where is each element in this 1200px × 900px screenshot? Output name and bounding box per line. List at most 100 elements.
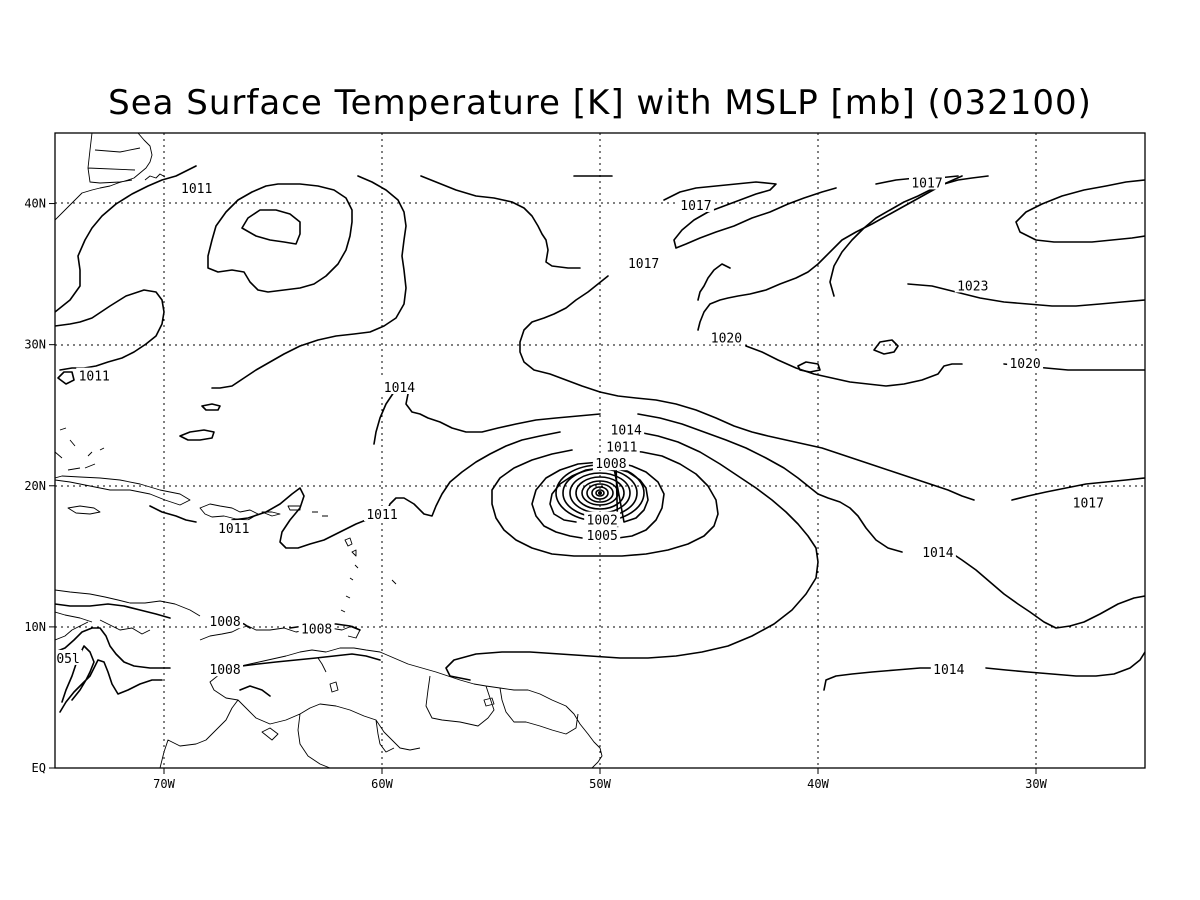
core-ring-7 — [591, 486, 609, 500]
contour-label: 1017 — [625, 254, 662, 272]
contour-label: 1002 — [584, 511, 621, 529]
contour-label: 1014 — [919, 544, 956, 561]
contour-label: 1011 — [364, 506, 400, 523]
contour-label-background — [625, 254, 662, 270]
axes: 70W 60W 50W 40W 30W EQ 10N 20N 30N 40N — [24, 197, 1047, 791]
contour-label-text: 1008 — [595, 457, 626, 472]
contour-label-background — [298, 620, 335, 636]
contour-label: 1017 — [909, 174, 945, 191]
contour-label: 05l — [54, 649, 83, 667]
contour-label-text: 1011 — [218, 522, 249, 537]
contour-label-background — [608, 421, 645, 437]
y-tick-label: EQ — [32, 761, 46, 775]
contour-label: 1017 — [1070, 494, 1107, 512]
contour-label: 1005 — [584, 527, 621, 544]
y-tick-label: 10N — [24, 620, 46, 634]
coastline-florida-bahamas — [55, 427, 105, 471]
y-tick-label: 30N — [24, 338, 46, 352]
contour-label: 1023 — [954, 277, 991, 294]
contour-label-background — [930, 661, 967, 677]
contour-label: 1014 — [930, 661, 967, 678]
contour-label-background — [584, 511, 621, 527]
contour-label-text: 1011 — [79, 370, 110, 385]
coastline-lakes — [261, 681, 339, 741]
contour-label-text: 1014 — [384, 381, 415, 396]
contour-label: 1008 — [207, 613, 244, 630]
contour-label-background — [1070, 494, 1107, 510]
contour-1020-ridge — [697, 175, 963, 331]
contour-label: 1011 — [178, 180, 215, 197]
contour-label-text: 1011 — [606, 440, 637, 455]
contour-1005-colombia — [59, 645, 271, 713]
coastlines — [55, 133, 603, 768]
contour-label-text: 1017 — [1073, 497, 1104, 512]
contour-label-background — [76, 367, 113, 383]
contour-1014-east — [373, 385, 1145, 629]
contour-1011-northwest — [55, 165, 197, 313]
contour-label: 1011 — [215, 520, 252, 537]
contour-label-background — [909, 174, 945, 190]
contour-1026-high-ring — [1015, 179, 1145, 243]
coastline-north-america — [55, 133, 153, 221]
contour-label: 1020 — [708, 329, 745, 347]
contour-label-text: 1014 — [922, 546, 953, 561]
contour-label: 1008 — [207, 661, 244, 678]
contour-label-background — [364, 506, 400, 521]
contour-1014-west-ridge — [211, 175, 407, 389]
contour-label-text: 1005 — [587, 529, 618, 544]
storm-center-dot — [598, 491, 602, 495]
contour-label-background — [954, 277, 991, 293]
contour-label-background — [381, 379, 418, 394]
contour-label: 1008 — [298, 620, 335, 637]
y-tick-label: 20N — [24, 479, 46, 493]
coastline-lesser-antilles — [340, 537, 397, 613]
contour-label-background — [1007, 355, 1044, 371]
contour-label: 1011 — [76, 367, 113, 385]
figure-title: Sea Surface Temperature [K] with MSLP [m… — [108, 83, 1092, 123]
contour-1008-storm — [491, 449, 719, 557]
core-ring-6 — [586, 483, 614, 503]
contour-label-background — [207, 613, 244, 629]
contour-label-text: 1017 — [680, 199, 711, 214]
contour-1011-ring — [207, 183, 353, 293]
contour-labels: 1011 1017 1017 1017 1023 1020 1020 1011 1014 1014… — [54, 174, 1107, 678]
contour-label-text: 1020 — [711, 332, 742, 347]
contour-label-background — [207, 661, 244, 677]
contour-label-text: 1011 — [366, 508, 397, 523]
core-ring-5 — [581, 480, 619, 506]
x-tick-label: 40W — [807, 777, 829, 791]
contour-1017-north-trough — [519, 275, 975, 501]
coastline-central-america — [55, 589, 201, 641]
contour-1014-patches — [57, 371, 221, 441]
contour-label-text: 1008 — [301, 622, 332, 637]
x-tick-label: 70W — [153, 777, 175, 791]
contour-label: 1020 — [1007, 355, 1044, 372]
contour-label-background — [178, 180, 215, 196]
contour-label-background — [919, 544, 956, 560]
contour-label: 1011 — [603, 438, 640, 455]
contour-label-text: 1008 — [209, 615, 240, 630]
coastline-nova-scotia — [144, 173, 166, 181]
contour-label-text: 1002 — [587, 514, 618, 529]
core-ring-8 — [595, 489, 605, 497]
contour-1011-caribbean — [149, 487, 367, 549]
contour-label-text: 05l — [56, 652, 79, 667]
contour-label-text: 1017 — [628, 257, 659, 272]
contour-1017-east — [1011, 477, 1145, 501]
contour-label-text: 1014 — [611, 423, 642, 438]
contour-label-background — [215, 520, 252, 536]
contour-label-text: 1017 — [911, 176, 942, 191]
contour-1014-small-ring — [241, 209, 301, 245]
contour-label-text: 1011 — [181, 182, 212, 197]
contour-1014-arc — [420, 175, 581, 269]
contour-label: 1008 — [592, 455, 629, 472]
contour-label-background — [584, 527, 621, 543]
contour-label: 1017 — [677, 196, 714, 214]
contour-label-text: 1020 — [1009, 357, 1040, 372]
y-tick-label: 40N — [24, 197, 46, 211]
contour-label-background — [592, 455, 629, 471]
contour-1011-northwest-low — [55, 289, 165, 371]
contour-label: 1014 — [608, 421, 645, 438]
